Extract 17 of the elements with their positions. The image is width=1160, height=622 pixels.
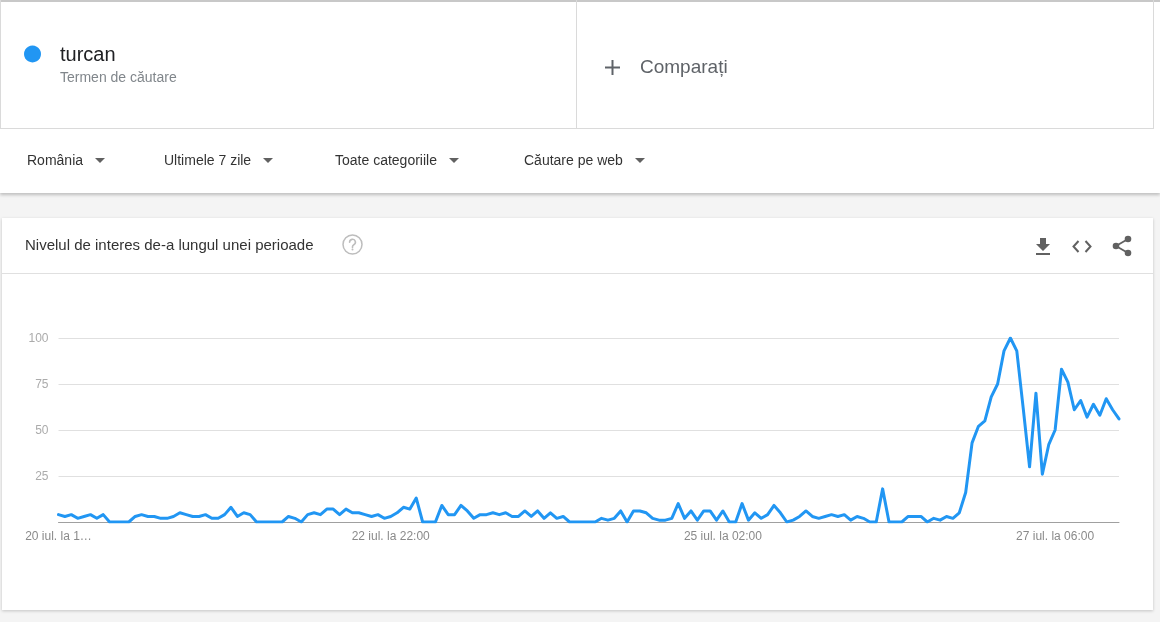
text: Ultimele 7 zile bbox=[164, 152, 252, 168]
y-tick-label: 75 bbox=[35, 377, 49, 391]
x-tick-label: 25 iul. la 02:00 bbox=[683, 529, 763, 543]
x-tick-label: 22 iul. la 22:00 bbox=[351, 529, 431, 543]
y-tick-label: 25 bbox=[35, 469, 49, 483]
y-tick-label: 100 bbox=[28, 331, 49, 345]
y-tick-label: 50 bbox=[35, 423, 49, 437]
text: Comparați bbox=[640, 56, 728, 78]
text: Toate categoriile bbox=[335, 152, 437, 168]
line-series bbox=[57, 336, 1121, 524]
text: Termen de căutare bbox=[60, 69, 177, 85]
chart-title: Nivelul de interes de-a lungul unei perioade bbox=[25, 236, 314, 253]
text: România bbox=[27, 152, 84, 168]
x-tick-label: 20 iul. la 1… bbox=[25, 529, 92, 543]
text: Căutare pe web bbox=[524, 152, 623, 168]
legend-label: turcan bbox=[60, 43, 116, 65]
x-tick-label: 27 iul. la 06:00 bbox=[1016, 529, 1095, 543]
